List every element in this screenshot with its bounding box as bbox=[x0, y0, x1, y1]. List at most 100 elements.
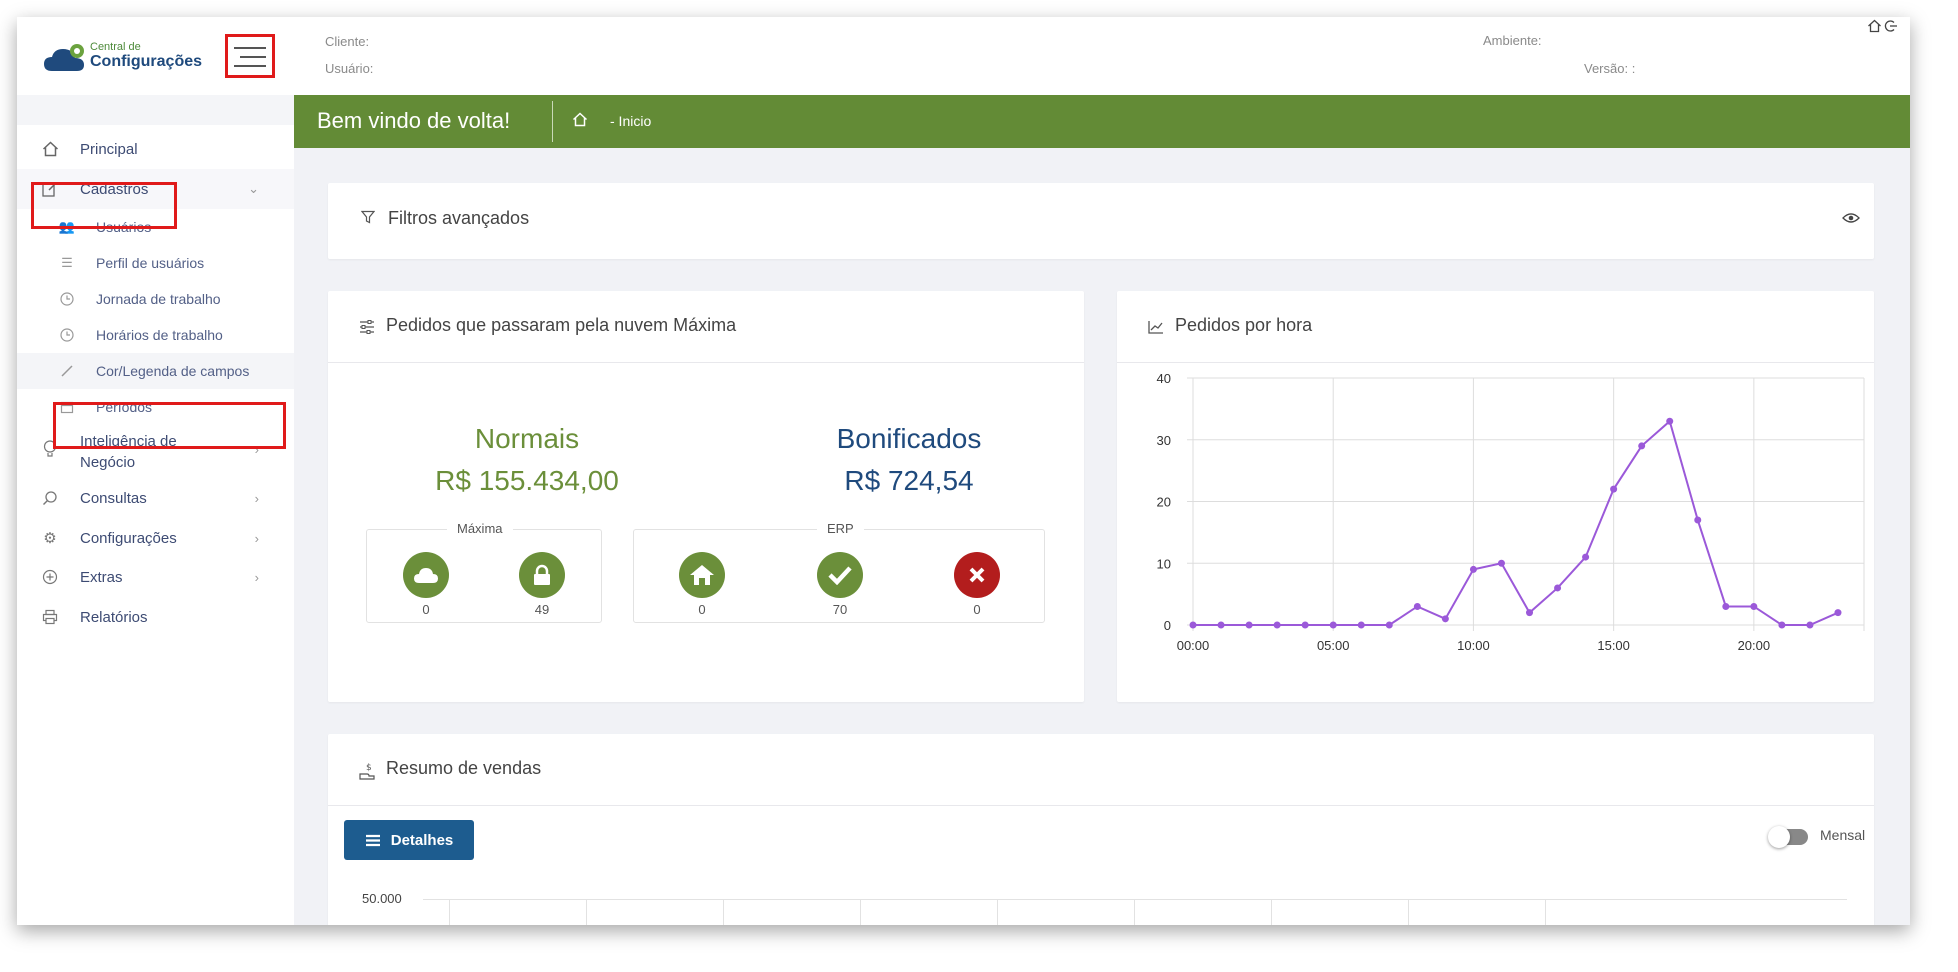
eye-icon[interactable] bbox=[1842, 211, 1860, 229]
chevron-right-icon: › bbox=[254, 569, 259, 585]
sales-chart-vgridline bbox=[1545, 899, 1546, 925]
sidebar-item-label: Inteligência de Negócio bbox=[80, 431, 177, 473]
data-point bbox=[1469, 565, 1477, 573]
data-point bbox=[1806, 621, 1814, 629]
sidebar: Central de Configurações Principal Cad bbox=[17, 17, 294, 925]
orders-card-header: Pedidos que passaram pela nuvem Máxima bbox=[328, 291, 1084, 363]
data-point bbox=[1245, 621, 1253, 629]
logout-icon[interactable] bbox=[1884, 19, 1898, 38]
y-tick-label: 20 bbox=[1157, 495, 1171, 510]
filters-panel[interactable]: Filtros avançados bbox=[328, 183, 1874, 259]
monthly-toggle[interactable] bbox=[1768, 826, 1808, 848]
sidebar-item-extras[interactable]: Extras › bbox=[17, 557, 294, 597]
erp-group: ERP 0 70 0 bbox=[633, 521, 1045, 623]
logo[interactable]: Central de Configurações bbox=[17, 17, 294, 95]
hourly-orders-title: Pedidos por hora bbox=[1175, 315, 1313, 335]
sales-chart-vgridline bbox=[1271, 899, 1272, 925]
app-window: Central de Configurações Principal Cad bbox=[17, 17, 1910, 925]
sales-summary-title: Resumo de vendas bbox=[386, 758, 542, 778]
data-point bbox=[1189, 621, 1197, 629]
clock-icon bbox=[59, 327, 75, 343]
lock-count: 49 bbox=[534, 602, 550, 617]
sales-summary-card: $ Resumo de vendas Detalhes Mensal 50.00… bbox=[328, 734, 1874, 925]
cloud-count: 0 bbox=[422, 602, 430, 617]
data-point bbox=[1638, 442, 1646, 450]
clock-icon bbox=[59, 291, 75, 307]
top-bar: Cliente: Usuário: Ambiente: Versão: : bbox=[294, 17, 1910, 95]
data-point bbox=[1694, 516, 1702, 524]
cross-status-button[interactable] bbox=[954, 552, 1000, 598]
list-icon bbox=[365, 834, 380, 846]
pencil-icon bbox=[59, 363, 75, 379]
sidebar-subitem-perfil[interactable]: ☰ Perfil de usuários bbox=[17, 245, 294, 281]
lock-status-button[interactable] bbox=[519, 552, 565, 598]
sidebar-subitem-label: Cor/Legenda de campos bbox=[96, 363, 250, 379]
search-icon bbox=[41, 489, 59, 507]
chevron-down-icon: ⌄ bbox=[248, 181, 259, 196]
details-button[interactable]: Detalhes bbox=[344, 820, 474, 860]
hand-coin-icon: $ bbox=[359, 762, 375, 785]
hourly-orders-chart: 0 10 20 30 40 00:00 05:00 10:00 15:00 20:00 bbox=[1157, 371, 1865, 653]
close-icon bbox=[969, 567, 985, 583]
data-point bbox=[1329, 621, 1337, 629]
printer-icon bbox=[41, 608, 59, 626]
sidebar-subitem-jornada[interactable]: Jornada de trabalho bbox=[17, 281, 294, 317]
sliders-icon bbox=[359, 320, 375, 339]
breadcrumb-home-icon[interactable] bbox=[572, 112, 588, 132]
sidebar-item-label: Configurações bbox=[80, 529, 177, 547]
chevron-right-icon: › bbox=[254, 490, 259, 506]
data-point bbox=[1834, 609, 1842, 617]
sidebar-item-inteligencia[interactable]: Inteligência de Negócio › bbox=[17, 425, 294, 473]
orders-card: Pedidos que passaram pela nuvem Máxima N… bbox=[328, 291, 1084, 702]
cross-count: 0 bbox=[973, 602, 981, 617]
sidebar-item-label: Relatórios bbox=[80, 608, 148, 626]
house-icon bbox=[690, 565, 714, 585]
y-tick-label: 0 bbox=[1164, 618, 1171, 633]
data-point bbox=[1582, 553, 1590, 561]
sidebar-item-label: Extras bbox=[80, 568, 123, 586]
cloud-status-button[interactable] bbox=[403, 552, 449, 598]
maxima-group-title: Máxima bbox=[447, 521, 513, 536]
check-count: 70 bbox=[832, 602, 848, 617]
home-icon[interactable] bbox=[1867, 19, 1882, 38]
data-point bbox=[1497, 559, 1505, 567]
x-tick-label: 05:00 bbox=[1317, 638, 1350, 653]
sales-chart-vgridline bbox=[1408, 899, 1409, 925]
sidebar-subitem-label: Horários de trabalho bbox=[96, 327, 223, 343]
client-label: Cliente: bbox=[325, 34, 370, 49]
data-point bbox=[1273, 621, 1281, 629]
toggle-knob bbox=[1768, 826, 1790, 848]
check-status-button[interactable] bbox=[817, 552, 863, 598]
sidebar-subitem-horarios[interactable]: Horários de trabalho bbox=[17, 317, 294, 353]
sidebar-item-principal[interactable]: Principal bbox=[17, 129, 294, 169]
data-point bbox=[1610, 485, 1618, 493]
x-tick-label: 10:00 bbox=[1457, 638, 1490, 653]
data-point bbox=[1441, 615, 1449, 623]
sidebar-item-label: Consultas bbox=[80, 489, 147, 507]
sidebar-item-consultas[interactable]: Consultas › bbox=[17, 478, 294, 518]
cloud-logo-icon bbox=[44, 44, 84, 71]
menu-toggle-button[interactable] bbox=[225, 34, 275, 78]
sidebar-subitem-cor-legenda[interactable]: Cor/Legenda de campos bbox=[17, 353, 294, 389]
logo-title: Configurações bbox=[90, 53, 203, 70]
breadcrumb[interactable]: - Inicio bbox=[610, 113, 652, 129]
lock-icon bbox=[534, 564, 550, 585]
home-count: 0 bbox=[698, 602, 706, 617]
bonificados-value: R$ 724,54 bbox=[844, 465, 974, 496]
sales-chart-vgridline bbox=[997, 899, 998, 925]
home-icon bbox=[41, 140, 59, 158]
svg-text:$: $ bbox=[366, 763, 372, 773]
data-point bbox=[1666, 417, 1674, 425]
details-button-label: Detalhes bbox=[390, 831, 454, 849]
sidebar-item-configuracoes[interactable]: ⚙ Configurações › bbox=[17, 518, 294, 558]
data-point bbox=[1554, 584, 1562, 592]
list-check-icon: ☰ bbox=[61, 255, 73, 270]
sidebar-item-relatorios[interactable]: Relatórios bbox=[17, 597, 294, 637]
sidebar-subitem-label: Perfil de usuários bbox=[96, 255, 205, 271]
data-point bbox=[1357, 621, 1365, 629]
home-status-button[interactable] bbox=[679, 552, 725, 598]
x-tick-label: 00:00 bbox=[1177, 638, 1210, 653]
bonificados-label: Bonificados bbox=[836, 423, 982, 454]
sidebar-item-label-line2: Negócio bbox=[80, 454, 136, 471]
chevron-right-icon: › bbox=[254, 441, 259, 457]
